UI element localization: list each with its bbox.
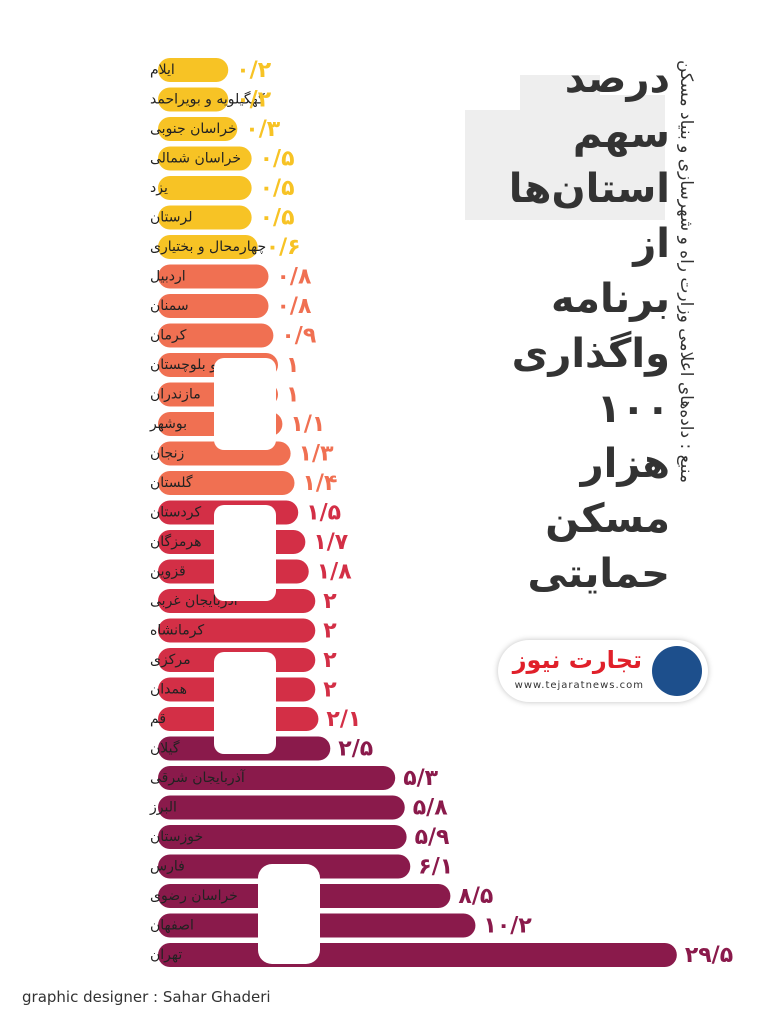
category-label: کرمان: [150, 328, 187, 344]
bar: [158, 618, 316, 643]
category-label: گیلان: [150, 740, 180, 757]
value-label: ۱/۷: [313, 530, 348, 555]
category-label: مرکزی: [150, 652, 191, 668]
bar: [158, 205, 252, 230]
category-label: سمنان: [150, 298, 189, 314]
value-label: ۲: [323, 589, 337, 614]
building-watermark: [465, 75, 665, 220]
bar: [158, 264, 269, 289]
logo: تجارت نیوز www.tejaratnews.com: [498, 640, 708, 702]
bar: [158, 87, 229, 112]
category-label: خراسان شمالی: [150, 151, 241, 167]
bar: [158, 795, 405, 820]
category-label: خراسان رضوی: [150, 888, 238, 904]
source-note: منبع : داده‌های اعلامی وزارت راه و شهرسا…: [676, 60, 696, 483]
category-label: خراسان جنوبی: [150, 121, 237, 137]
category-label: اصفهان: [150, 918, 194, 934]
value-label: ۰/۲: [236, 88, 271, 113]
bar: [158, 176, 252, 200]
brand-name: تجارت نیوز: [512, 646, 642, 674]
bar: [158, 825, 407, 849]
bar: [158, 766, 396, 790]
bar: [158, 117, 238, 141]
value-label: ۱/۴: [302, 471, 337, 496]
category-label: همدان: [150, 682, 187, 698]
brand-url: www.tejaratnews.com: [514, 680, 644, 691]
category-label: کهگیلویه و بویراحمد: [150, 91, 265, 108]
category-label: البرز: [149, 800, 177, 816]
category-label: خوزستان: [150, 829, 203, 845]
bar: [158, 294, 269, 318]
value-label: ۲: [323, 619, 337, 644]
bar: [158, 58, 229, 82]
value-label: ۰/۳: [245, 117, 280, 142]
value-label: ۱/۳: [299, 442, 334, 467]
bar: [158, 146, 252, 171]
category-label: یزد: [150, 180, 168, 196]
value-label: ۲/۱: [326, 707, 361, 732]
category-label: تهران: [150, 947, 182, 963]
value-label: ۶/۱: [418, 855, 453, 880]
bar: [158, 235, 258, 259]
value-label: ۰/۵: [260, 206, 295, 231]
bar: [158, 471, 295, 495]
category-label: زنجان: [150, 446, 184, 462]
category-label: هرمزگان: [150, 533, 202, 550]
value-label: ۰/۸: [276, 265, 311, 290]
value-label: ۰/۸: [276, 294, 311, 319]
category-label: کرمانشاه: [150, 623, 204, 639]
category-label: گلستان: [150, 474, 193, 491]
value-label: ۰/۶: [266, 235, 301, 260]
value-label: ۰/۵: [260, 147, 295, 172]
bar: [158, 943, 677, 967]
bar: [158, 323, 274, 348]
value-label: ۲۹/۵: [685, 943, 733, 968]
category-label: چهارمحال و بختیاری: [150, 239, 266, 255]
value-label: ۸/۵: [458, 884, 493, 909]
category-label: کردستان: [150, 505, 201, 521]
category-label: بوشهر: [149, 416, 187, 432]
value-label: ۵/۸: [413, 796, 448, 821]
house-windows: [214, 358, 320, 964]
value-label: ۱۰/۲: [483, 914, 532, 939]
value-label: ۲/۵: [338, 737, 373, 762]
category-label: آذربایجان شرقی: [150, 769, 246, 786]
value-label: ۱: [286, 353, 299, 378]
value-label: ۲: [323, 648, 337, 673]
value-label: ۱: [286, 383, 299, 408]
category-label: فارس: [150, 859, 185, 875]
category-label: قزوین: [150, 564, 186, 580]
value-label: ۵/۳: [403, 766, 438, 791]
value-label: ۰/۵: [260, 176, 295, 201]
value-label: ۵/۹: [415, 825, 450, 850]
category-label: مازندران: [150, 387, 201, 403]
logo-icon: [652, 646, 702, 696]
category-label: قم: [150, 711, 166, 727]
chart-title: درصد سهم استان‌ها از برنامه واگذاری ۱۰۰ …: [508, 56, 670, 597]
value-label: ۰/۹: [281, 324, 316, 349]
category-label: اردبیل: [150, 269, 186, 285]
value-label: ۲: [323, 678, 337, 703]
value-label: ۱/۵: [306, 501, 341, 526]
category-label: ایلام: [150, 62, 175, 78]
credit: graphic designer : Sahar Ghaderi: [22, 988, 271, 1006]
value-label: ۱/۸: [317, 560, 352, 585]
value-label: ۱/۱: [290, 412, 325, 437]
value-label: ۰/۲: [236, 58, 271, 83]
category-label: لرستان: [150, 210, 193, 226]
